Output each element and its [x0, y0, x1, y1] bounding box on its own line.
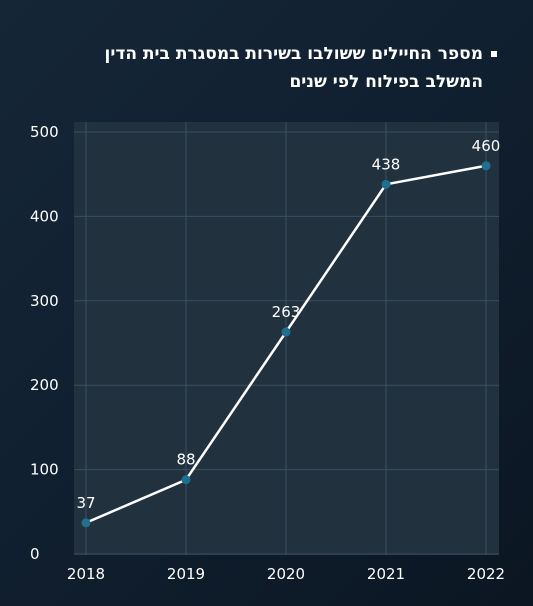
- chart-title: מספר החיילים ששולבו בשירות במסגרת בית הד…: [57, 40, 497, 96]
- x-tick-label: 2018: [67, 565, 105, 583]
- y-tick-label: 200: [30, 376, 59, 394]
- y-tick-label: 400: [30, 207, 59, 225]
- data-point: [81, 518, 91, 528]
- data-point: [281, 327, 291, 337]
- data-label: 88: [176, 451, 195, 469]
- y-tick-label: 100: [30, 461, 59, 479]
- y-tick-label: 500: [30, 123, 59, 141]
- data-label: 460: [472, 137, 501, 155]
- data-label: 263: [272, 303, 301, 321]
- title-bullet-icon: [491, 51, 497, 57]
- chart-title-line: מספר החיילים ששולבו בשירות במסגרת בית הד…: [57, 40, 497, 96]
- data-point: [481, 161, 491, 171]
- y-tick-label: 0: [30, 545, 40, 563]
- data-point: [381, 179, 391, 189]
- x-tick-label: 2020: [267, 565, 305, 583]
- chart-title-text: מספר החיילים ששולבו בשירות במסגרת בית הד…: [104, 44, 484, 92]
- x-tick-label: 2022: [467, 565, 505, 583]
- data-point: [181, 475, 191, 485]
- x-tick-label: 2019: [167, 565, 205, 583]
- x-tick-label: 2021: [367, 565, 405, 583]
- data-label: 37: [76, 494, 95, 512]
- y-tick-label: 300: [30, 292, 59, 310]
- data-label: 438: [372, 155, 401, 173]
